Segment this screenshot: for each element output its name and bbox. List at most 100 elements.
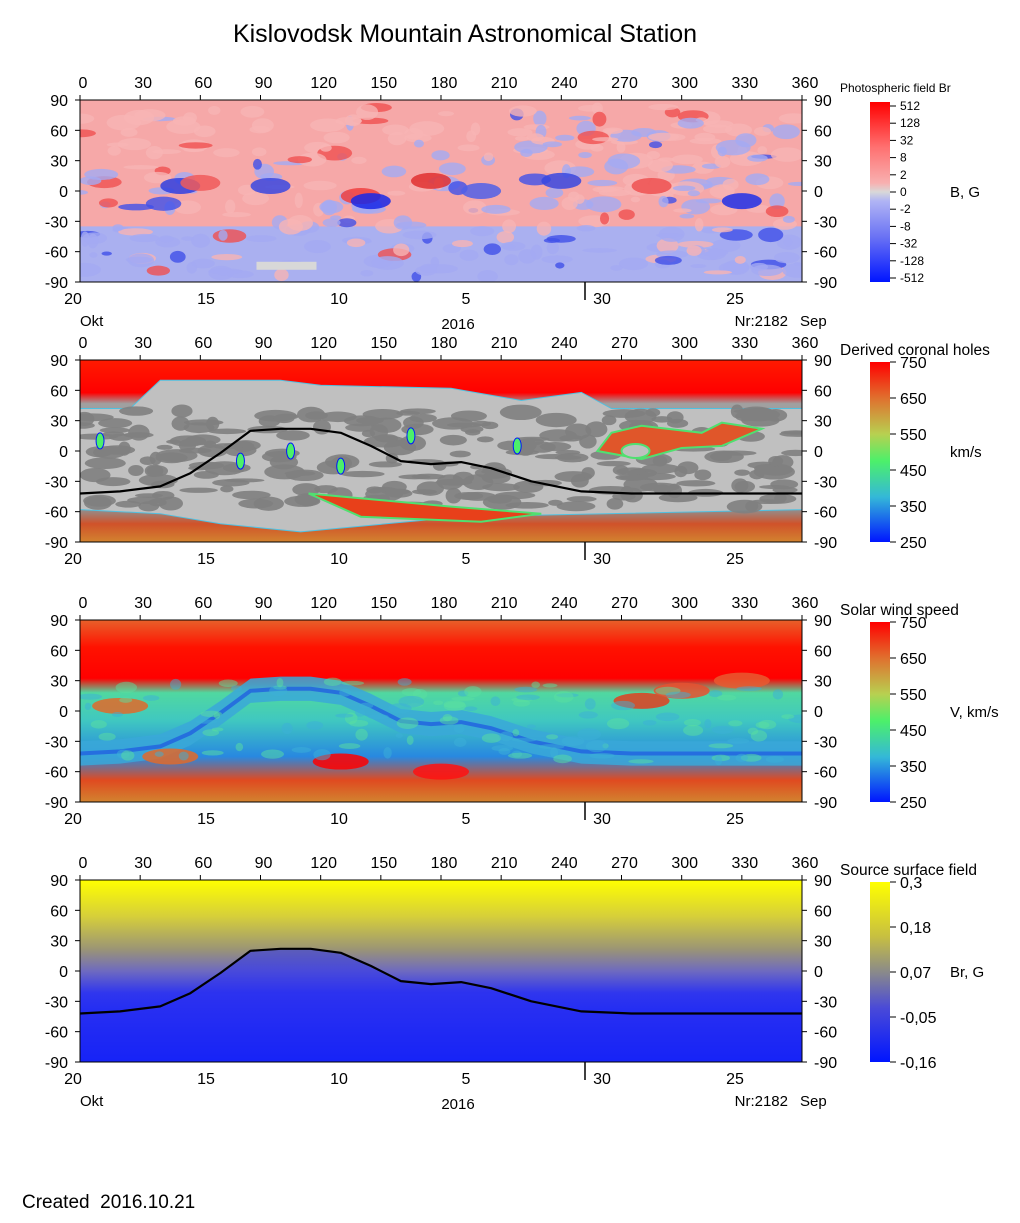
field-patch [143, 171, 172, 184]
date-tick-label: 10 [330, 811, 348, 828]
closed-field-patch [514, 436, 550, 442]
coronal-hole-small [336, 457, 346, 475]
closed-field-patch [450, 410, 487, 422]
wind-texture [714, 755, 723, 766]
field-patch [212, 229, 247, 243]
right-tick-label: -30 [814, 994, 837, 1011]
wind-texture [611, 700, 636, 711]
wind-texture [276, 677, 284, 688]
field-patch [778, 113, 802, 124]
wind-texture [708, 690, 723, 698]
right-tick-label: 90 [814, 613, 832, 630]
rotation-label: Nr:2182 [735, 313, 788, 330]
date-tick-label: 30 [593, 551, 611, 568]
field-patch [191, 233, 211, 248]
wind-texture [512, 729, 520, 737]
date-tick-label: 15 [197, 1071, 215, 1088]
field-patch [654, 255, 682, 265]
field-patch [245, 235, 277, 243]
field-patch [602, 127, 623, 134]
rotation-label: Nr:2182 [735, 1093, 788, 1110]
left-tick-label: 0 [59, 184, 68, 201]
closed-field-patch [366, 486, 384, 494]
closed-field-patch [555, 449, 581, 455]
closed-field-patch [292, 483, 321, 497]
wind-texture [142, 695, 160, 701]
colorbar-tick-label: -2 [900, 202, 911, 216]
wind-texture [358, 702, 374, 709]
field-patch [89, 252, 98, 258]
field-patch [360, 269, 374, 277]
wind-texture [516, 694, 540, 701]
closed-field-patch [676, 480, 716, 487]
field-patch [294, 192, 303, 209]
wind-texture [201, 750, 224, 756]
right-tick-label: 90 [814, 93, 832, 110]
closed-field-patch [548, 499, 563, 506]
wind-texture [367, 714, 389, 720]
field-patch [555, 134, 575, 141]
plot-area-source_surface [80, 880, 802, 1062]
field-patch [483, 152, 494, 162]
left-tick-label: 0 [59, 704, 68, 721]
closed-field-patch [158, 496, 183, 511]
colorbar-tick-label: 0,18 [900, 920, 931, 937]
closed-field-patch [171, 416, 190, 431]
top-tick-label: 0 [79, 75, 88, 92]
field-patch [208, 105, 221, 115]
date-tick-label: 20 [64, 811, 82, 828]
fast-wind-region [713, 672, 770, 689]
closed-field-patch [658, 493, 698, 503]
colorbar-source_surface: 0,3 0,18 0,07 -0,05 -0,16 Source surface fiel… [840, 862, 984, 1072]
wind-texture [261, 749, 285, 759]
active-region [541, 172, 582, 189]
closed-field-patch [677, 461, 699, 475]
closed-field-patch [139, 456, 156, 466]
wind-texture [355, 728, 368, 741]
plot-area-solar_wind [80, 620, 802, 802]
colorbar-tick-label: 2 [900, 168, 907, 182]
field-patch [711, 227, 733, 233]
date-tick-label: 25 [726, 811, 744, 828]
colorbar-tick-label: 350 [900, 499, 927, 516]
panel-title: Derived coronal holes [840, 342, 990, 359]
top-tick-label: 210 [491, 595, 518, 612]
field-patch [610, 265, 623, 271]
wind-texture [335, 713, 354, 718]
field-patch [687, 190, 700, 197]
wind-texture [349, 719, 369, 727]
colorbar-tick-label: 650 [900, 391, 927, 408]
left-tick-label: 0 [59, 444, 68, 461]
closed-field-patch [641, 463, 680, 474]
closed-field-patch [135, 493, 163, 498]
field-patch [648, 132, 680, 142]
closed-field-patch [439, 434, 467, 446]
wind-texture [111, 711, 124, 717]
closed-field-patch [768, 455, 784, 467]
closed-field-patch [297, 406, 326, 423]
closed-field-patch [85, 446, 113, 458]
date-tick-label: 10 [330, 291, 348, 308]
colorbar-gradient [870, 622, 890, 802]
colorbar-tick-label: 8 [900, 151, 907, 165]
right-tick-label: -60 [814, 505, 837, 522]
field-patch [123, 165, 159, 170]
field-patch [344, 114, 362, 127]
colorbar-tick-label: 350 [900, 759, 927, 776]
wind-texture [481, 733, 502, 743]
wind-texture [464, 686, 482, 698]
closed-field-patch [734, 480, 756, 493]
right-tick-label: 0 [814, 184, 823, 201]
wind-texture [230, 685, 243, 692]
active-region [180, 174, 221, 191]
wind-texture [401, 688, 422, 696]
closed-field-patch [398, 474, 431, 480]
wind-texture [584, 698, 596, 710]
field-patch [222, 212, 251, 218]
date-tick-label: 25 [726, 1071, 744, 1088]
closed-field-patch [754, 463, 781, 473]
top-tick-label: 30 [134, 595, 152, 612]
closed-field-patch [446, 422, 483, 428]
colorbar-tick-label: 32 [900, 133, 914, 147]
active-region [410, 172, 451, 189]
